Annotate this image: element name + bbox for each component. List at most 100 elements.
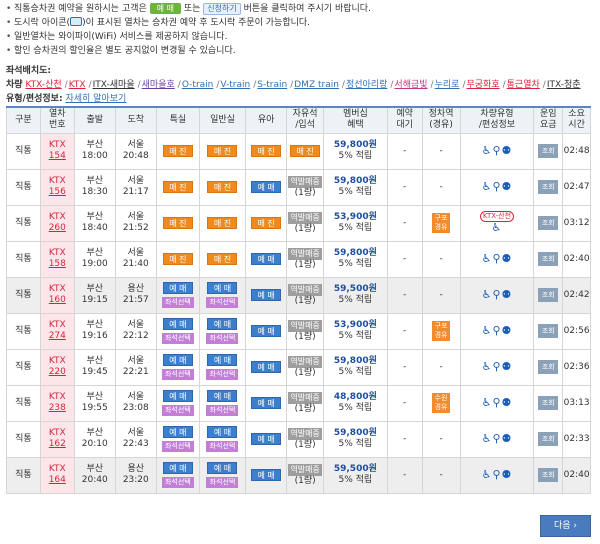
reserve-button[interactable]: 예 매: [251, 360, 282, 373]
vehicle-info-cell[interactable]: ♿⚲⚉: [459, 276, 535, 314]
train-number[interactable]: KTX 162: [39, 420, 75, 458]
seat-select-button[interactable]: 좌석선택: [161, 297, 194, 308]
vehicle-kind-link[interactable]: S-train: [257, 80, 288, 90]
train-number[interactable]: KTX 260: [39, 204, 75, 242]
seat-select-button[interactable]: 좌석선택: [206, 441, 239, 452]
vehicle-kind-link[interactable]: ITX-새마을: [92, 80, 135, 90]
reserve-button[interactable]: 예 매: [207, 390, 238, 402]
seat-select-button[interactable]: 좌석선택: [206, 297, 239, 308]
train-no[interactable]: 156: [48, 187, 66, 197]
vehicle-info-cell[interactable]: ♿⚲⚉: [459, 456, 535, 494]
seat-select-button[interactable]: 좌석선택: [206, 333, 239, 344]
fare-inquiry-button[interactable]: 조회: [538, 288, 559, 302]
vehicle-kind-link[interactable]: 통근열차: [506, 80, 540, 90]
reserve-button[interactable]: 예 매: [251, 468, 282, 481]
vehicle-info-cell[interactable]: ♿⚲⚉: [459, 312, 535, 350]
notice-text: )이 표시된 열차는 승차권 예약 후 도시락 주문이 가능합니다.: [82, 18, 311, 28]
vehicle-info-cell[interactable]: ♿⚲⚉: [459, 168, 535, 206]
fare-inquiry-button[interactable]: 조회: [538, 144, 559, 158]
reserve-button[interactable]: 예 매: [207, 462, 238, 474]
first-class-cell: 매 진: [155, 240, 200, 278]
via-station-badge[interactable]: 구포 경유: [432, 321, 451, 341]
vehicle-kind-link[interactable]: DMZ train: [294, 80, 339, 90]
reserve-button[interactable]: 예 매: [162, 282, 193, 294]
train-number[interactable]: KTX 156: [39, 168, 75, 206]
reserve-button[interactable]: 예 매: [251, 396, 282, 409]
fare-inquiry-button[interactable]: 조회: [538, 252, 559, 266]
via-station-badge[interactable]: 구포 경유: [432, 213, 451, 233]
fare-inquiry-button[interactable]: 조회: [538, 360, 559, 374]
vehicle-info-cell[interactable]: ♿⚲⚉: [459, 420, 535, 458]
vehicle-kind-link[interactable]: 무궁화호: [466, 80, 500, 90]
vehicle-kind-link[interactable]: O-train: [181, 80, 214, 90]
train-number[interactable]: KTX 160: [39, 276, 75, 314]
reserve-button[interactable]: 예 매: [251, 252, 282, 265]
train-number[interactable]: KTX 154: [39, 132, 75, 170]
train-no[interactable]: 162: [48, 439, 66, 449]
fare-inquiry-button[interactable]: 조회: [538, 432, 559, 446]
reserve-button[interactable]: 예 매: [251, 288, 282, 301]
vehicle-kind-link[interactable]: 서해금빛: [394, 80, 428, 90]
reserve-button[interactable]: 예 매: [251, 324, 282, 337]
reserve-button[interactable]: 예 매: [162, 318, 193, 330]
reserve-button[interactable]: 예 매: [162, 462, 193, 474]
sold-out-button: 매 진: [251, 216, 282, 229]
fare-inquiry-button[interactable]: 조회: [538, 468, 559, 482]
train-no[interactable]: 220: [48, 367, 66, 377]
train-no[interactable]: 154: [48, 151, 66, 161]
reserve-button[interactable]: 예 매: [162, 390, 193, 402]
type-info-link[interactable]: 자세히 알아보기: [65, 94, 127, 104]
train-no[interactable]: 158: [48, 259, 66, 269]
vehicle-info-cell[interactable]: ♿⚲⚉: [459, 132, 535, 170]
reserve-button[interactable]: 예 매: [251, 180, 282, 193]
bicycle-icon: ⚲: [492, 395, 502, 409]
train-no[interactable]: 160: [48, 295, 66, 305]
train-no[interactable]: 274: [48, 331, 66, 341]
fare-inquiry-button[interactable]: 조회: [538, 396, 559, 410]
train-number[interactable]: KTX 220: [39, 348, 75, 386]
train-type: KTX: [48, 392, 66, 402]
train-number[interactable]: KTX 238: [39, 384, 75, 422]
seat-select-button[interactable]: 좌석선택: [206, 405, 239, 416]
vehicle-info-cell[interactable]: ♿⚲⚉: [459, 240, 535, 278]
seat-select-button[interactable]: 좌석선택: [161, 333, 194, 344]
train-number[interactable]: KTX 158: [39, 240, 75, 278]
reserve-button[interactable]: 예 매: [207, 426, 238, 438]
family-icon: ⚉: [501, 359, 513, 373]
train-no[interactable]: 164: [48, 475, 66, 485]
train-no[interactable]: 238: [48, 403, 66, 413]
seat-select-button[interactable]: 좌석선택: [161, 441, 194, 452]
reserve-button[interactable]: 예 매: [162, 426, 193, 438]
reserve-button[interactable]: 예 매: [251, 432, 282, 445]
train-type: KTX: [48, 248, 66, 258]
vehicle-kind-link[interactable]: KTX-산천: [25, 80, 62, 90]
notice-item: 일반열차는 와이파이(WiFi) 서비스를 제공하지 않습니다.: [6, 30, 596, 44]
vehicle-kind-link[interactable]: V-train: [220, 80, 251, 90]
seat-select-button[interactable]: 좌석선택: [206, 369, 239, 380]
seat-select-button[interactable]: 좌석선택: [161, 369, 194, 380]
vehicle-kind-link[interactable]: 새마을호: [141, 80, 175, 90]
vehicle-kind-link[interactable]: KTX: [68, 80, 86, 90]
vehicle-kind-link[interactable]: 누리로: [434, 80, 460, 90]
vehicle-info-cell[interactable]: ♿⚲⚉: [459, 348, 535, 386]
reserve-button[interactable]: 예 매: [207, 354, 238, 366]
reserve-button[interactable]: 예 매: [207, 318, 238, 330]
fare-inquiry-button[interactable]: 조회: [538, 216, 559, 230]
seat-select-button[interactable]: 좌석선택: [161, 477, 194, 488]
vehicle-info-cell[interactable]: ♿⚲⚉: [459, 384, 535, 422]
fare-inquiry-button[interactable]: 조회: [538, 324, 559, 338]
reserve-button[interactable]: 예 매: [207, 282, 238, 294]
vehicle-kind-link[interactable]: ITX-청춘: [546, 80, 581, 90]
via-station-badge[interactable]: 수원 경유: [432, 393, 451, 413]
reserve-button[interactable]: 예 매: [162, 354, 193, 366]
vehicle-kind-link[interactable]: 정선아리랑: [345, 80, 388, 90]
seat-select-button[interactable]: 좌석선택: [161, 405, 194, 416]
next-button[interactable]: 다음 ›: [540, 515, 591, 537]
train-number[interactable]: KTX 274: [39, 312, 75, 350]
seat-select-button[interactable]: 좌석선택: [206, 477, 239, 488]
train-no[interactable]: 260: [48, 223, 66, 233]
vehicle-info-cell[interactable]: KTX-산천 ♿: [459, 204, 535, 242]
fare-inquiry-button[interactable]: 조회: [538, 180, 559, 194]
train-number[interactable]: KTX 164: [39, 456, 75, 494]
